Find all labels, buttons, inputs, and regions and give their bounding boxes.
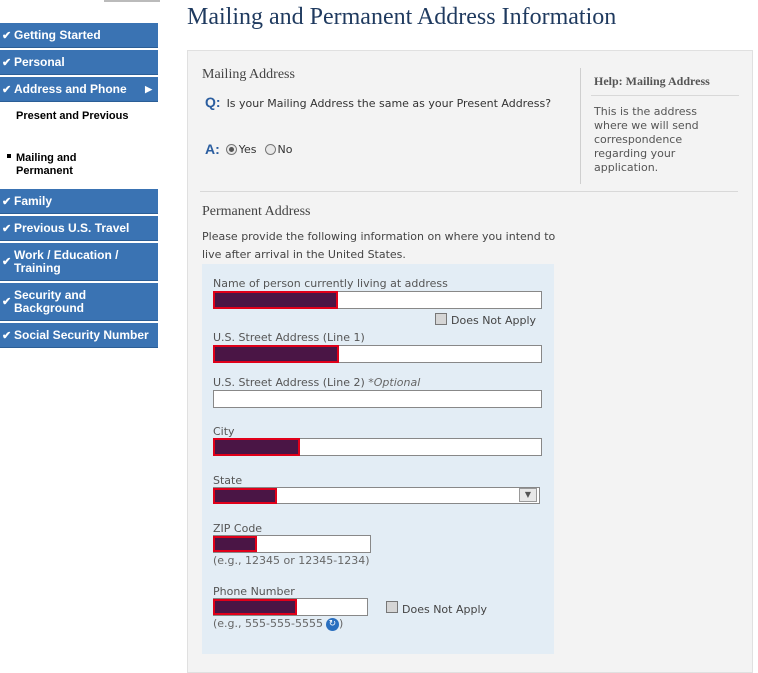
help-title: Help: Mailing Address [594,74,710,88]
check-icon: ✔ [2,56,12,69]
sidebar-item-previous-travel[interactable]: ✔ Previous U.S. Travel [0,216,158,241]
sidebar: ✔ Getting Started ✔ Personal ✔ Address a… [0,0,160,673]
sidebar-item-label: Security and Background [14,287,87,315]
help-divider [591,95,739,96]
chevron-down-icon[interactable]: ▼ [519,488,537,502]
zip-hint: (e.g., 12345 or 12345-1234) [213,554,370,567]
mailing-question: Q: Is your Mailing Address the same as yo… [205,94,551,110]
optional-note: *Optional [368,376,421,389]
sidebar-subitem-present-previous[interactable]: Present and Previous [16,110,129,122]
sidebar-item-address-and-phone[interactable]: ✔ Address and Phone ▶ [0,77,158,102]
answer-marker: A: [205,141,220,157]
permanent-address-box [202,264,554,654]
check-icon: ✔ [2,195,12,208]
redacted-value [213,536,257,552]
name-label: Name of person currently living at addre… [213,277,448,290]
current-page-bullet [7,154,11,158]
sidebar-item-label: Social Security Number [14,327,149,342]
phone-label: Phone Number [213,585,295,598]
sidebar-item-label: Address and Phone [14,81,127,96]
sidebar-subitem-mailing-permanent[interactable]: Mailing and Permanent [16,152,77,177]
help-text: This is the address where we will send c… [594,105,699,174]
check-icon: ✔ [2,83,12,96]
permanent-heading: Permanent Address [202,204,311,219]
redacted-value [213,438,300,456]
name-does-not-apply-label: Does Not Apply [451,314,537,327]
sidebar-item-security[interactable]: ✔ Security and Background [0,283,158,321]
no-label: No [277,142,293,156]
redacted-value [213,488,277,504]
sidebar-item-label: Family [14,193,53,208]
sidebar-item-personal[interactable]: ✔ Personal [0,50,158,75]
no-radio[interactable] [264,143,276,155]
sidebar-item-work-education[interactable]: ✔ Work / Education / Training [0,243,158,281]
sidebar-item-ssn[interactable]: ✔ Social Security Number [0,323,158,348]
sidebar-item-family[interactable]: ✔ Family [0,189,158,214]
redacted-value [213,291,338,309]
city-label: City [213,425,235,438]
street1-label: U.S. Street Address (Line 1) [213,331,365,344]
zip-label: ZIP Code [213,522,263,535]
phone-does-not-apply-checkbox[interactable] [386,601,398,613]
state-label: State [213,474,243,487]
check-icon: ✔ [2,329,12,342]
phone-help-icon[interactable]: ↻ [325,617,339,631]
sidebar-item-label: Getting Started [14,27,101,42]
check-icon: ✔ [2,29,12,42]
sidebar-item-label: Previous U.S. Travel [14,220,130,235]
help-panel: Help: Mailing Address This is the addres… [580,68,739,184]
sidebar-item-label: Personal [14,54,65,69]
question-marker: Q: [205,94,221,110]
redacted-value [213,345,339,363]
check-icon: ✔ [2,222,12,235]
redacted-value [213,599,297,615]
mailing-heading: Mailing Address [202,67,295,82]
yes-label: Yes [238,142,257,156]
phone-does-not-apply-label: Does Not Apply [402,603,488,616]
sidebar-top-rule [104,0,160,2]
check-icon: ✔ [2,256,12,268]
arrow-right-icon: ▶ [145,83,152,94]
check-icon: ✔ [2,296,12,308]
street2-label: U.S. Street Address (Line 2) *Optional [213,376,421,389]
question-text: Is your Mailing Address the same as your… [226,97,552,110]
street2-field[interactable] [213,390,542,408]
phone-hint: (e.g., 555-555-5555 ↻) [213,617,344,631]
name-does-not-apply-checkbox[interactable] [435,313,447,325]
section-divider [200,191,738,192]
permanent-intro: Please provide the following information… [202,230,556,261]
mailing-answer: A: Yes No [205,141,301,157]
sidebar-item-label: Work / Education / Training [14,247,119,275]
page-title: Mailing and Permanent Address Informatio… [187,4,617,30]
yes-radio[interactable] [225,143,237,155]
sidebar-item-getting-started[interactable]: ✔ Getting Started [0,23,158,48]
